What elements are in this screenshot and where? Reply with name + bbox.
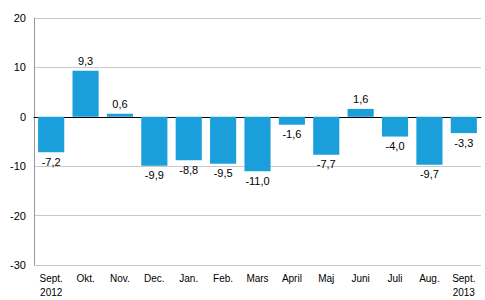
svg-text:-7,7: -7,7	[317, 158, 336, 170]
svg-text:-10: -10	[10, 160, 26, 172]
svg-text:Dec.: Dec.	[144, 273, 165, 284]
svg-text:Aug.: Aug.	[419, 273, 440, 284]
svg-text:-4,0: -4,0	[386, 140, 405, 152]
svg-text:-9,5: -9,5	[214, 167, 233, 179]
svg-text:2012: 2012	[40, 287, 63, 298]
svg-text:Okt.: Okt.	[76, 273, 94, 284]
svg-text:2013: 2013	[453, 287, 476, 298]
svg-text:10: 10	[14, 61, 26, 73]
svg-text:20: 20	[14, 12, 26, 24]
svg-text:Mars: Mars	[246, 273, 268, 284]
svg-text:Nov.: Nov.	[110, 273, 130, 284]
svg-text:Maj: Maj	[318, 273, 334, 284]
svg-text:-9,9: -9,9	[145, 169, 164, 181]
svg-text:Sept.: Sept.	[452, 273, 475, 284]
svg-text:Juni: Juni	[351, 273, 369, 284]
svg-text:Jan.: Jan.	[179, 273, 198, 284]
svg-text:-3,3: -3,3	[454, 137, 473, 149]
svg-text:Juli: Juli	[388, 273, 403, 284]
svg-text:-30: -30	[10, 259, 26, 271]
svg-text:-1,6: -1,6	[282, 128, 301, 140]
svg-text:1,6: 1,6	[353, 93, 368, 105]
svg-text:April: April	[282, 273, 302, 284]
svg-text:-11,0: -11,0	[245, 175, 269, 187]
svg-text:9,3: 9,3	[78, 55, 93, 67]
svg-text:-8,8: -8,8	[179, 164, 198, 176]
svg-text:Sept.: Sept.	[40, 273, 63, 284]
svg-text:0,6: 0,6	[112, 98, 127, 110]
svg-text:-9,7: -9,7	[420, 168, 439, 180]
svg-text:0: 0	[20, 111, 26, 123]
svg-text:-7,2: -7,2	[42, 156, 61, 168]
svg-text:Feb.: Feb.	[213, 273, 233, 284]
svg-text:-20: -20	[10, 210, 26, 222]
